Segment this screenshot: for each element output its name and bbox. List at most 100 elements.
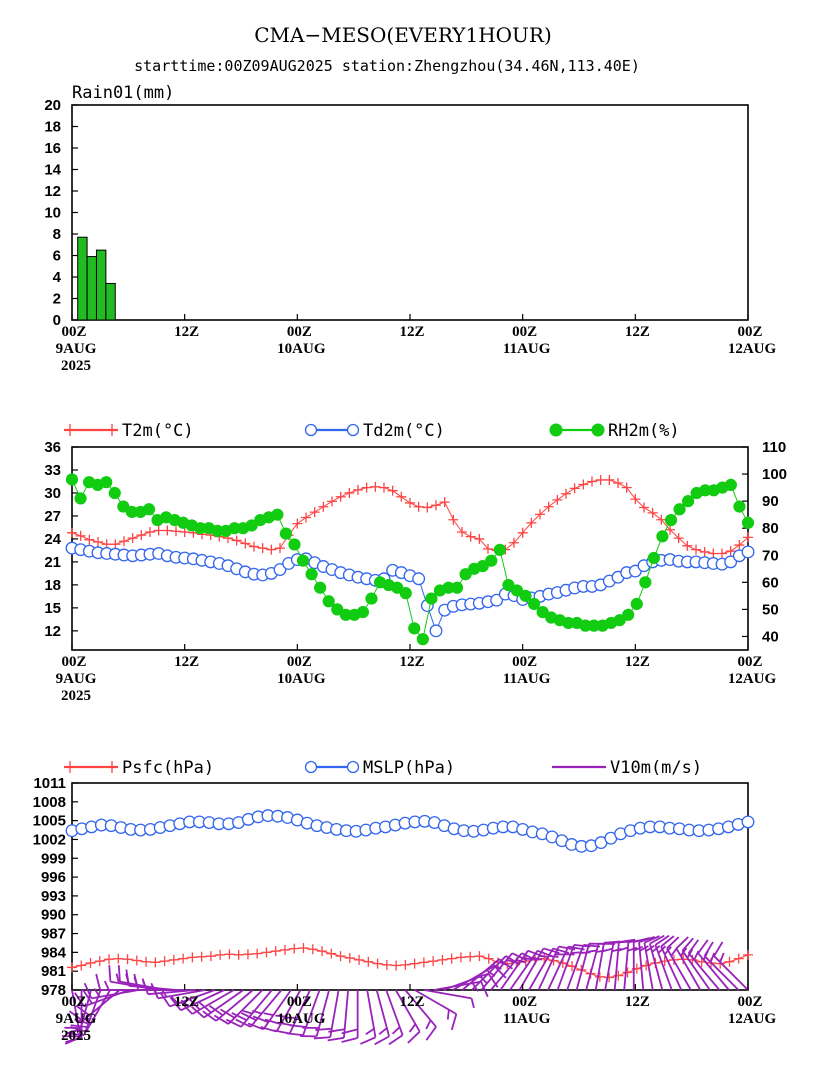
temperature-humidity-panel: 12 15 18 21 24 27 30 33 36 40 50 60 70 80 90 100 110 T2m(… [44,421,787,704]
plus-marker [317,946,328,957]
x-tick-label: 2025 [61,688,91,704]
y-tick-label: 14 [44,162,61,179]
dot-marker [613,614,626,627]
y-tick-label: 8 [53,226,61,243]
wind-barb-flag [242,1009,253,1015]
plus-marker [396,491,407,502]
dot-marker [322,595,335,608]
wind-barb-flag [275,1014,286,1018]
plus-marker [187,952,198,963]
dot-marker [425,592,438,605]
dot-marker [536,606,549,619]
y-tick-label: 993 [41,888,66,905]
plus-marker [335,491,346,502]
wind-barb-flag [374,1035,390,1046]
wind-barb-flag [83,982,93,999]
plus-marker [275,543,285,554]
plus-marker [266,544,277,555]
dot-marker [622,608,635,621]
plus-marker [141,956,152,967]
wind-barb-flag [649,934,665,945]
plus-marker [455,952,466,963]
plus-marker [413,501,424,512]
wind-barb-flag [328,1028,345,1033]
x-tick-label: 00Z [61,994,86,1010]
plus-marker [344,487,355,498]
wind-barb-flag [446,1009,450,1020]
rain-axis-title: Rain01(mm) [72,83,174,103]
y-tick-label: 981 [41,963,66,980]
wind-barb-flag [644,935,660,944]
plus-marker [309,507,320,518]
plus-marker [561,488,571,499]
plus-marker [145,527,155,538]
plus-marker [439,497,450,508]
plus-marker [257,543,268,554]
y-tick-label: 999 [41,850,66,867]
plus-marker [621,482,632,493]
circle-marker [724,555,738,569]
plus-marker [153,525,164,536]
legend-label: Psfc(hPa) [122,758,214,778]
plus-marker [64,424,76,436]
plus-marker [431,500,441,511]
x-tick-label: 00Z [737,994,762,1010]
wind-barb-flag [95,973,102,991]
x-tick-label: 00Z [61,324,86,340]
dot-marker [331,603,344,616]
wind-barb-flag [570,951,581,954]
plus-marker [604,972,615,983]
wind-barb-flag [618,938,636,944]
plus-marker [391,960,402,971]
plus-marker [665,524,675,535]
plus-marker [641,960,652,971]
wind-barb-flag [450,1013,458,1031]
wind-barb-flag [169,996,182,1011]
circle-marker [346,423,360,437]
y-tick-label: 12 [44,183,61,200]
wind-barb-flag [425,1019,432,1030]
plus-marker [64,761,76,773]
x-tick-label: 11AUG [503,341,551,357]
wind-barb-flag [681,937,694,952]
dot-marker [142,503,156,516]
wind-barb-flag [225,1018,242,1028]
wind-barb-flag [315,1027,332,1031]
x-tick-label: 12AUG [728,1011,777,1027]
dot-marker [493,543,506,556]
rain-bar [95,249,107,321]
plus-marker [457,527,467,538]
plus-marker [743,532,753,543]
dot-marker [314,581,327,594]
dot-marker [271,508,284,521]
plus-marker [465,531,476,542]
rain-bar [86,256,97,321]
plus-marker [344,953,355,964]
y-tick-label: 30 [44,485,61,502]
plus-marker [127,533,138,544]
dot-marker [459,568,472,581]
circle-marker [429,624,443,638]
plus-marker [150,957,161,968]
wind-barb-flag [341,1037,358,1043]
wind-barb-flag [240,1012,257,1021]
plus-marker [400,959,411,970]
plus-marker [136,530,147,541]
dot-marker [416,633,429,646]
legend-label: RH2m(%) [608,421,680,441]
circle-marker [412,572,426,586]
wind-barb-flag [125,969,130,986]
dot-marker [296,554,310,567]
plus-marker [363,956,374,967]
circle-marker [273,563,287,577]
x-tick-label: 12Z [625,324,650,340]
wind-barb-flag [408,1023,417,1033]
plus-marker [171,526,181,537]
plus-marker [279,944,290,955]
plus-marker [630,494,641,505]
wind-barb-staff [343,989,350,1038]
wind-barb-flag [493,965,507,979]
circle-marker [304,760,318,774]
